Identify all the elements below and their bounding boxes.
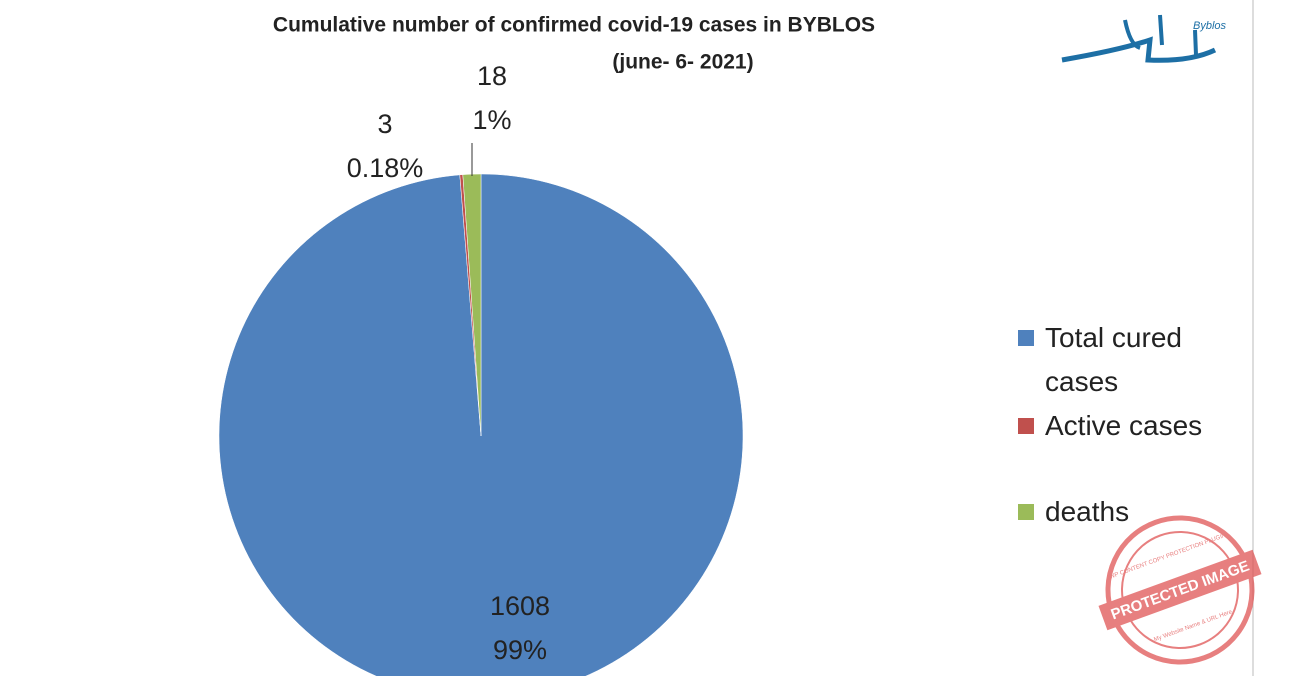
data-label: 1608 <box>490 591 550 621</box>
legend-label: deaths <box>1045 496 1130 527</box>
legend-label: Active cases <box>1045 410 1203 441</box>
watermark-text: My Website Name & URL Here <box>1153 609 1233 643</box>
pie <box>218 173 744 676</box>
pie-slice <box>218 173 744 676</box>
logo-shape <box>1061 36 1217 63</box>
percent-label: 1% <box>472 105 511 135</box>
legend-item: deaths <box>1018 490 1223 534</box>
percent-label: 0.18% <box>347 153 424 183</box>
legend-swatch <box>1018 330 1034 346</box>
legend-item: Total cured cases <box>1018 316 1223 404</box>
legend-swatch <box>1018 504 1034 520</box>
chart-title: Cumulative number of confirmed covid-19 … <box>273 14 875 37</box>
data-label: 18 <box>477 61 507 91</box>
chart-subtitle: (june- 6- 2021) <box>612 51 753 74</box>
watermark-band <box>1098 549 1262 631</box>
data-label: 3 <box>377 109 392 139</box>
logo: Byblos <box>1061 14 1227 63</box>
legend: Total cured cases Active cases deaths <box>1018 316 1223 534</box>
logo-shape <box>1123 14 1198 56</box>
percent-label: 99% <box>493 635 547 665</box>
logo-text: Byblos <box>1193 20 1227 32</box>
legend-label: Total cured cases <box>1045 322 1182 397</box>
legend-swatch <box>1018 418 1034 434</box>
legend-item: Active cases <box>1018 404 1223 448</box>
